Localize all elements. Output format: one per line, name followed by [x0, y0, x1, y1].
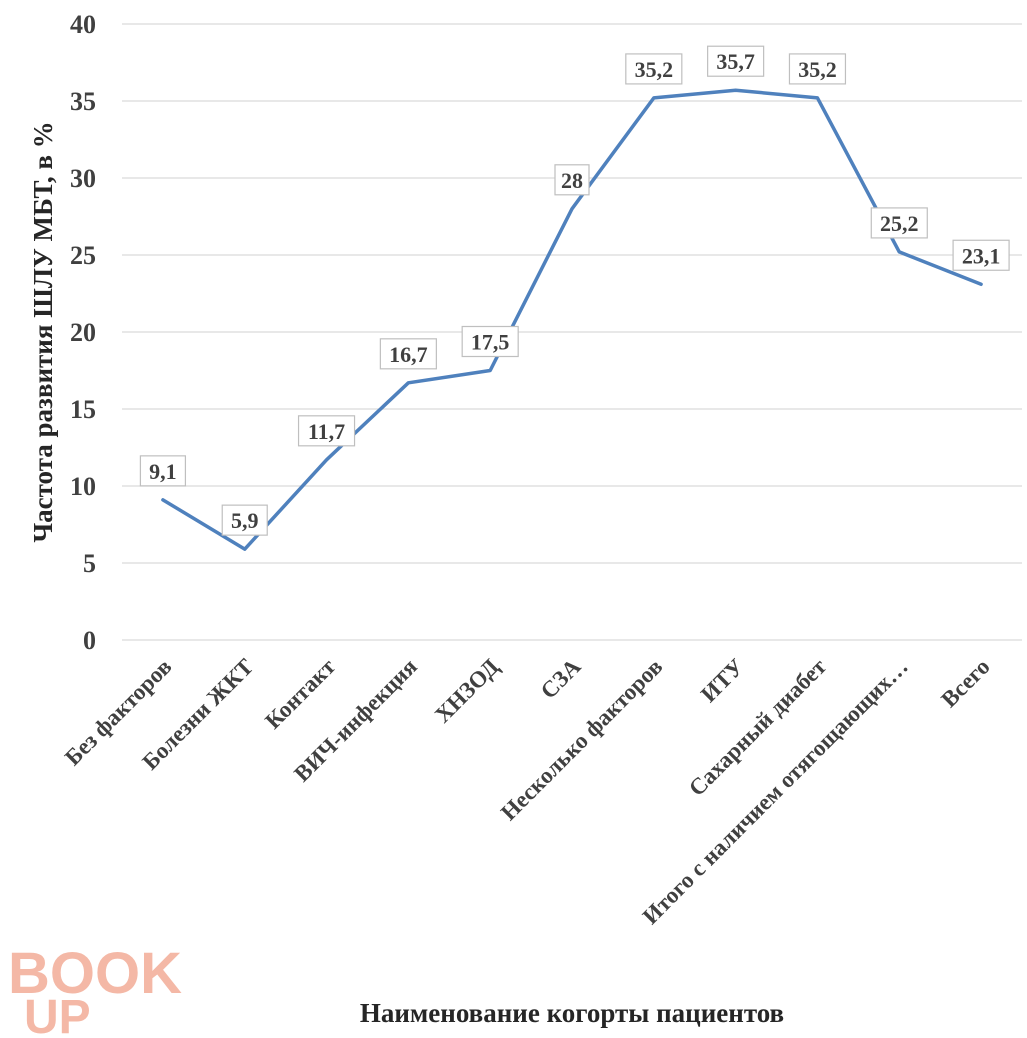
series-line: [161, 88, 983, 551]
data-label: 28: [554, 164, 590, 196]
data-label-text: 35,7: [716, 49, 755, 74]
data-label: 35,2: [625, 53, 683, 85]
x-tick-label: Сахарный диабет: [684, 653, 832, 801]
data-label-text: 35,2: [798, 57, 837, 82]
y-tick-label: 15: [70, 395, 96, 424]
data-label-box: [379, 338, 437, 370]
data-label: 9,1: [139, 455, 187, 487]
bookup-watermark-logo: BOOK UP: [8, 941, 182, 1038]
x-tick-label: ИТУ: [696, 654, 749, 707]
data-label: 16,7: [379, 338, 437, 370]
data-label: 23,1: [952, 239, 1010, 271]
data-label-box: [952, 239, 1010, 271]
data-label-text: 11,7: [308, 419, 345, 444]
data-label-text: 16,7: [389, 342, 428, 367]
data-label-box: [625, 53, 683, 85]
y-axis-title: Частота развития ШЛУ МБТ, в %: [28, 121, 58, 542]
watermark-line1: BOOK: [8, 941, 182, 1006]
data-label: 5,9: [221, 504, 268, 536]
data-label-box: [788, 53, 847, 85]
y-tick-label: 0: [83, 626, 96, 655]
data-label: 35,7: [707, 45, 765, 77]
x-tick-label: Несколько факторов: [496, 654, 667, 825]
data-label-text: 17,5: [471, 330, 510, 355]
y-tick-label: 5: [83, 549, 96, 578]
data-label-box: [554, 164, 590, 196]
grid-lines: [122, 23, 1022, 564]
data-label-box: [870, 207, 928, 239]
x-axis-title: Наименование когорты пациентов: [360, 998, 784, 1028]
y-axis-ticks: 0 5 10 15 20 25 30 35 40: [70, 10, 96, 655]
data-label-text: 23,1: [962, 243, 1001, 268]
data-label-box: [707, 45, 765, 77]
data-label-box: [297, 415, 356, 447]
data-label-text: 5,9: [231, 508, 259, 533]
data-label-box: [461, 325, 519, 358]
data-label-box: [139, 455, 187, 487]
data-label: 11,7: [297, 415, 356, 447]
data-label: 25,2: [870, 207, 928, 239]
y-tick-label: 40: [70, 10, 96, 39]
data-label: 17,5: [461, 325, 519, 358]
data-label-text: 25,2: [880, 211, 919, 236]
data-label-box: [221, 504, 268, 536]
y-tick-label: 25: [70, 241, 96, 270]
x-tick-label: Всего: [936, 654, 994, 712]
y-tick-label: 20: [70, 318, 96, 347]
data-labels: 9,1 5,9 11,7 16,7 17,5 28 35,2 35,7 35,2 25,2 23,1: [139, 45, 1010, 536]
data-label: 35,2: [788, 53, 847, 85]
x-tick-label: Контакт: [260, 653, 340, 733]
y-tick-label: 35: [70, 87, 96, 116]
data-label-text: 35,2: [635, 57, 674, 82]
data-label-text: 9,1: [149, 459, 177, 484]
y-tick-label: 10: [70, 472, 96, 501]
x-tick-label: ХНЗОД: [430, 654, 504, 728]
watermark-line2: UP: [24, 991, 91, 1038]
data-label-text: 28: [561, 168, 583, 193]
y-tick-label: 30: [70, 164, 96, 193]
x-tick-label: СЗА: [536, 654, 586, 704]
